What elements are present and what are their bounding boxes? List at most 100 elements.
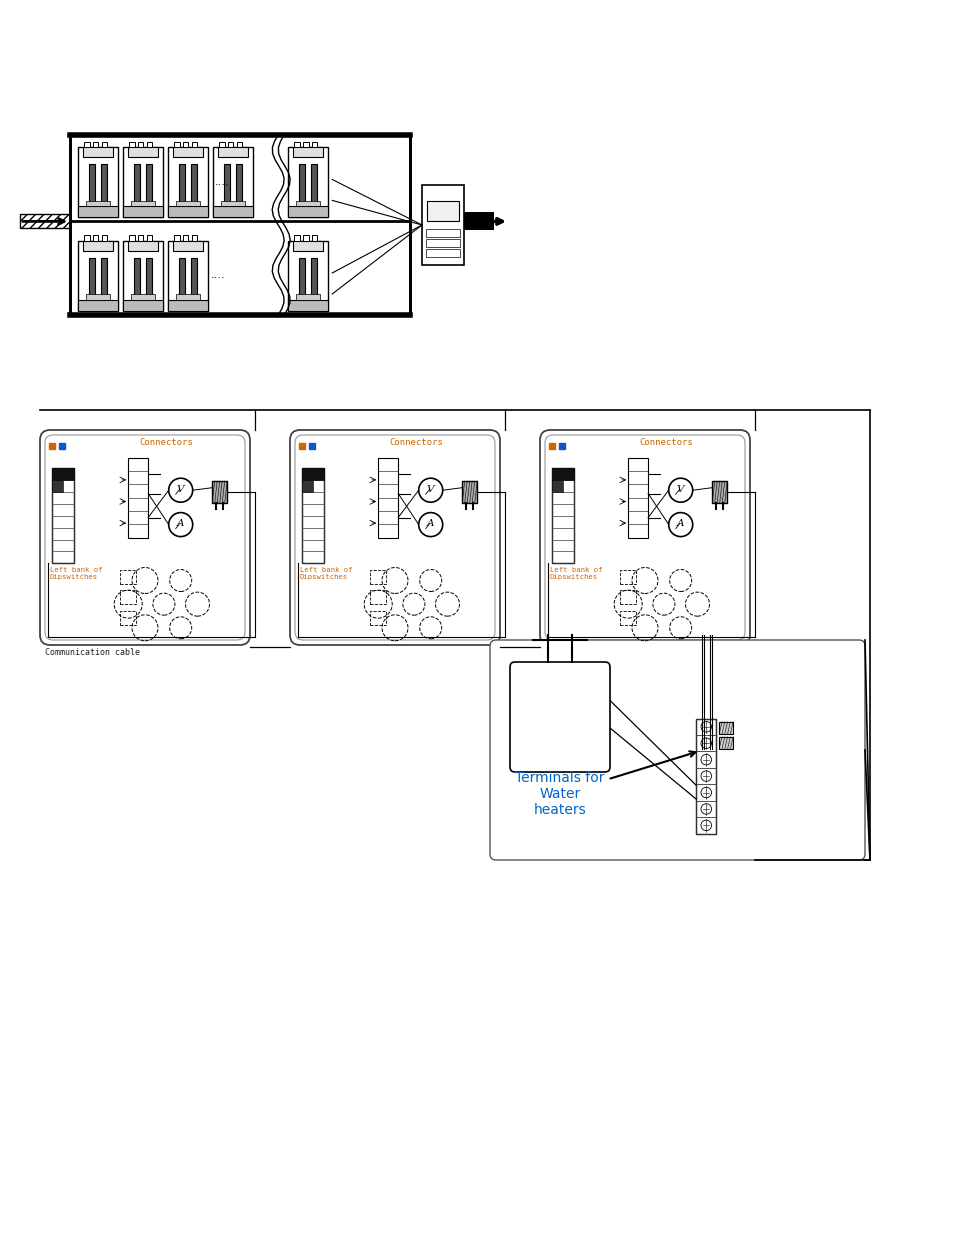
Bar [552, 551, 574, 563]
Bar [311, 258, 316, 299]
Bar [86, 200, 110, 206]
Bar [179, 258, 185, 299]
Bar [212, 482, 227, 503]
Bar [293, 241, 323, 251]
Bar [302, 551, 324, 563]
Bar [619, 590, 635, 604]
Bar [123, 147, 163, 217]
Bar [370, 569, 385, 584]
Text: Connectors: Connectors [389, 438, 442, 447]
Bar [90, 258, 94, 299]
Bar [552, 480, 562, 492]
Bar [90, 164, 94, 205]
Bar [183, 236, 188, 241]
Bar [426, 249, 459, 257]
Bar [172, 147, 203, 157]
Text: A: A [176, 519, 184, 529]
Bar [302, 527, 324, 540]
Bar [377, 457, 397, 537]
Bar [123, 206, 163, 217]
Bar [128, 457, 148, 537]
Bar [123, 300, 163, 311]
Bar [370, 610, 385, 625]
Bar [84, 236, 90, 241]
Bar [131, 294, 154, 300]
Bar [52, 516, 74, 527]
Bar [101, 164, 107, 205]
Bar [147, 142, 152, 147]
Bar [129, 142, 134, 147]
Bar [228, 142, 233, 147]
Bar [288, 300, 328, 311]
Bar [294, 142, 299, 147]
Text: Terminals for
Water
heaters: Terminals for Water heaters [515, 751, 695, 818]
Text: ....: .... [214, 177, 230, 186]
Bar [312, 142, 317, 147]
Bar [78, 241, 118, 311]
Text: Connectors: Connectors [139, 438, 193, 447]
Bar [52, 468, 74, 480]
Bar [302, 468, 324, 563]
Bar [302, 516, 324, 527]
Bar [168, 300, 208, 311]
Bar [86, 294, 110, 300]
Text: V: V [176, 484, 184, 494]
Bar [213, 206, 253, 217]
Bar [236, 142, 242, 147]
FancyBboxPatch shape [290, 430, 499, 645]
FancyBboxPatch shape [40, 430, 250, 645]
Bar [168, 206, 208, 217]
Bar [552, 504, 574, 516]
Bar [101, 142, 107, 147]
Bar [192, 236, 197, 241]
Bar [421, 185, 463, 266]
Bar [295, 200, 320, 206]
Circle shape [418, 478, 442, 503]
Bar [101, 236, 107, 241]
Bar [192, 142, 197, 147]
Bar [696, 719, 716, 735]
Bar [370, 590, 385, 604]
Bar [52, 492, 74, 504]
Bar [175, 294, 200, 300]
Bar [426, 240, 459, 247]
Bar [463, 212, 494, 231]
Bar [221, 200, 245, 206]
Bar [134, 258, 140, 299]
Bar [52, 540, 74, 551]
Bar [52, 551, 74, 563]
Bar [668, 478, 692, 503]
Bar [627, 457, 647, 537]
Bar [168, 241, 208, 311]
Bar [52, 527, 74, 540]
Bar [461, 482, 476, 503]
Bar [288, 206, 328, 217]
Bar [129, 236, 134, 241]
Bar [224, 164, 230, 205]
Bar [696, 818, 716, 834]
Bar [288, 241, 328, 311]
Bar [552, 492, 574, 504]
Bar [719, 736, 733, 748]
Bar [83, 241, 112, 251]
Circle shape [668, 478, 692, 503]
Bar [52, 468, 74, 563]
Bar [146, 258, 152, 299]
Bar [70, 135, 410, 315]
Bar [172, 241, 203, 251]
Bar [78, 147, 118, 217]
Bar [552, 527, 574, 540]
Bar [168, 147, 208, 217]
Text: Left bank of
Dipswitches: Left bank of Dipswitches [299, 567, 352, 580]
Bar [552, 480, 574, 492]
Bar [78, 206, 118, 217]
FancyBboxPatch shape [490, 640, 864, 860]
Bar [128, 241, 157, 251]
Text: Connectors: Connectors [639, 438, 692, 447]
Bar [302, 540, 324, 551]
Bar [293, 147, 323, 157]
Bar [552, 540, 574, 551]
Bar [173, 142, 179, 147]
Bar [619, 610, 635, 625]
Bar [302, 480, 313, 492]
